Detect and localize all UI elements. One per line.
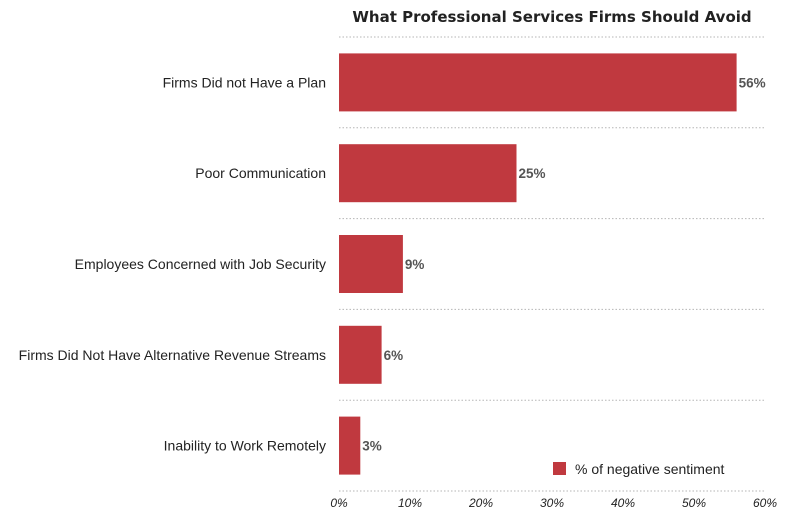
value-label: 6% xyxy=(384,348,404,363)
value-label: 9% xyxy=(405,257,425,272)
bar xyxy=(339,416,361,475)
bar xyxy=(339,144,517,203)
category-label: Employees Concerned with Job Security xyxy=(75,256,326,272)
category-label: Poor Communication xyxy=(195,165,326,181)
x-tick-label: 40% xyxy=(611,496,635,510)
bar xyxy=(339,325,382,384)
category-labels: Firms Did not Have a Plan Poor Communicat… xyxy=(19,74,326,453)
bars xyxy=(339,53,737,475)
grid-lines xyxy=(339,36,765,492)
x-tick-label: 20% xyxy=(468,496,493,510)
x-tick-label: 30% xyxy=(540,496,564,510)
category-label: Firms Did not Have a Plan xyxy=(163,74,326,90)
x-tick-label: 0% xyxy=(330,496,348,510)
category-label: Firms Did Not Have Alternative Revenue S… xyxy=(19,347,326,363)
bar xyxy=(339,235,403,293)
x-axis-ticks: 0% 10% 20% 30% 40% 50% 60% xyxy=(330,496,777,510)
value-label: 3% xyxy=(362,439,382,454)
x-tick-label: 50% xyxy=(682,496,706,510)
value-label: 56% xyxy=(739,75,766,90)
x-tick-label: 60% xyxy=(753,496,777,510)
x-tick-label: 10% xyxy=(398,496,422,510)
chart-title: What Professional Services Firms Should … xyxy=(352,8,751,26)
legend: % of negative sentiment xyxy=(553,461,725,477)
legend-label: % of negative sentiment xyxy=(575,461,725,477)
legend-swatch xyxy=(553,462,566,475)
value-labels: 56% 25% 9% 6% 3% xyxy=(362,75,765,453)
bar xyxy=(339,53,737,112)
value-label: 25% xyxy=(519,166,546,181)
category-label: Inability to Work Remotely xyxy=(164,438,326,454)
